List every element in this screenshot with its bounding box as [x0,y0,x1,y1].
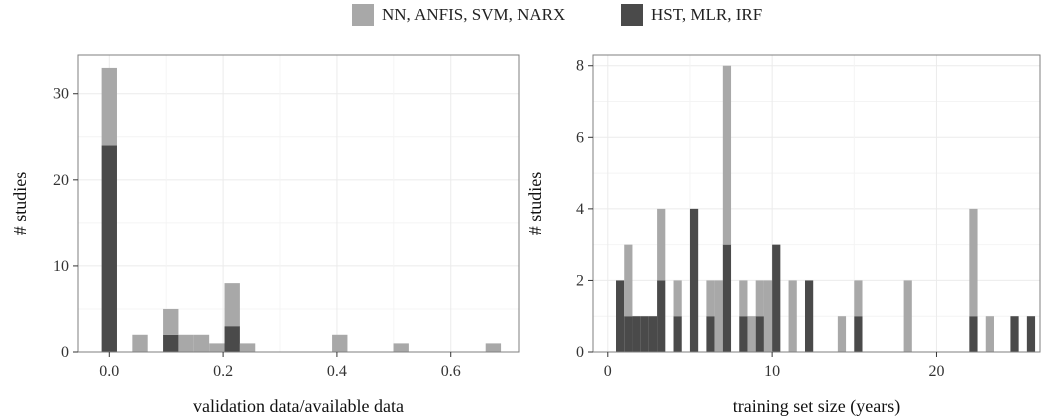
bar-segment-nn [485,343,502,352]
x-axis-title: validation data/available data [193,396,404,416]
bar-segment-hst [640,316,649,352]
x-tick-label: 0 [604,363,612,380]
bar-segment-nn [788,280,797,352]
bar-segment-hst [804,280,814,352]
y-tick-label: 8 [576,58,584,75]
bar-segment-hst [722,244,732,352]
legend-item-hst: HST, MLR, IRF [621,4,762,26]
bar-segment-hst [772,244,781,352]
bar-segment-hst [739,316,748,352]
bar-segment-nn [624,244,633,317]
y-tick-label: 0 [576,344,584,361]
bar-segment-hst [854,316,863,352]
bar-segment-hst [632,316,641,352]
y-tick-label: 0 [61,344,69,361]
bar-segment-nn [854,280,863,317]
bar-segment-nn [837,316,847,352]
x-tick-label: 0.2 [213,363,233,380]
bar-segment-hst [689,208,699,352]
bar-segment-nn [209,343,225,352]
panel-border [77,54,520,353]
y-axis-title: # studies [10,172,30,236]
y-axis-title: # studies [525,172,545,236]
bar-segment-nn [239,343,256,352]
chart-legend: NN, ANFIS, SVM, NARX HST, MLR, IRF [0,0,1050,30]
y-tick-label: 20 [53,172,69,189]
bar-segment-nn [969,208,978,317]
bar-segment-nn [903,280,912,352]
y-tick-label: 4 [576,201,584,218]
bar-segment-hst [1026,316,1036,352]
bar-segment-nn [393,343,409,352]
y-tick-label: 2 [576,272,584,289]
bar-segment-hst [673,316,682,352]
bar-segment-nn [178,334,194,352]
legend-swatch-hst [621,4,643,26]
y-tick-label: 10 [53,258,69,275]
y-tick-label: 30 [53,86,69,103]
bar-segment-nn [132,334,148,352]
bar-segment-hst [616,280,625,352]
bar-segment-hst [706,316,715,352]
bar-segment-hst [755,316,764,352]
bar-segment-nn [739,280,748,317]
bar-segment-hst [224,326,240,352]
bar-segment-hst [648,316,658,352]
bar-segment-nn [747,316,756,352]
x-tick-label: 20 [928,363,944,380]
panel-right: 0 2 4 6 8 0 10 20 training set size (years) # stu… [525,54,1041,417]
bar-segment-nn [163,308,179,335]
bar-segment-hst [657,280,666,352]
bar-segment-nn [985,316,994,352]
bar-segment-hst [969,316,978,352]
y-tick-label: 6 [576,129,584,146]
bar-segment-nn [714,280,723,352]
bar-segment-hst [163,334,179,352]
legend-label-hst: HST, MLR, IRF [651,5,763,24]
bar-segment-hst [101,145,117,352]
bar-segment-hst [624,316,633,352]
legend-label-nn: NN, ANFIS, SVM, NARX [382,5,566,24]
x-tick-label: 0.0 [99,363,119,380]
bar-segment-nn [722,65,732,245]
bar-segment-nn [763,280,773,352]
panel-border [592,54,1041,353]
legend-swatch-nn [352,4,374,26]
bar-segment-nn [101,67,117,146]
x-tick-label: 0.4 [327,363,347,380]
x-tick-label: 10 [764,363,780,380]
bar-segment-nn [193,334,210,352]
x-axis-title: training set size (years) [733,396,900,417]
panel-left: 0 10 20 30 0.0 0.2 0.4 0.6 validation data/avail… [10,54,520,416]
legend-item-nn: NN, ANFIS, SVM, NARX [352,4,565,26]
bar-segment-nn [706,280,715,317]
bar-segment-nn [332,334,348,352]
bar-segment-nn [755,280,764,317]
bar-segment-hst [1010,316,1019,352]
bar-segment-nn [673,280,682,317]
bar-segment-nn [224,283,240,327]
x-tick-label: 0.6 [441,363,461,380]
bar-segment-nn [657,208,666,281]
